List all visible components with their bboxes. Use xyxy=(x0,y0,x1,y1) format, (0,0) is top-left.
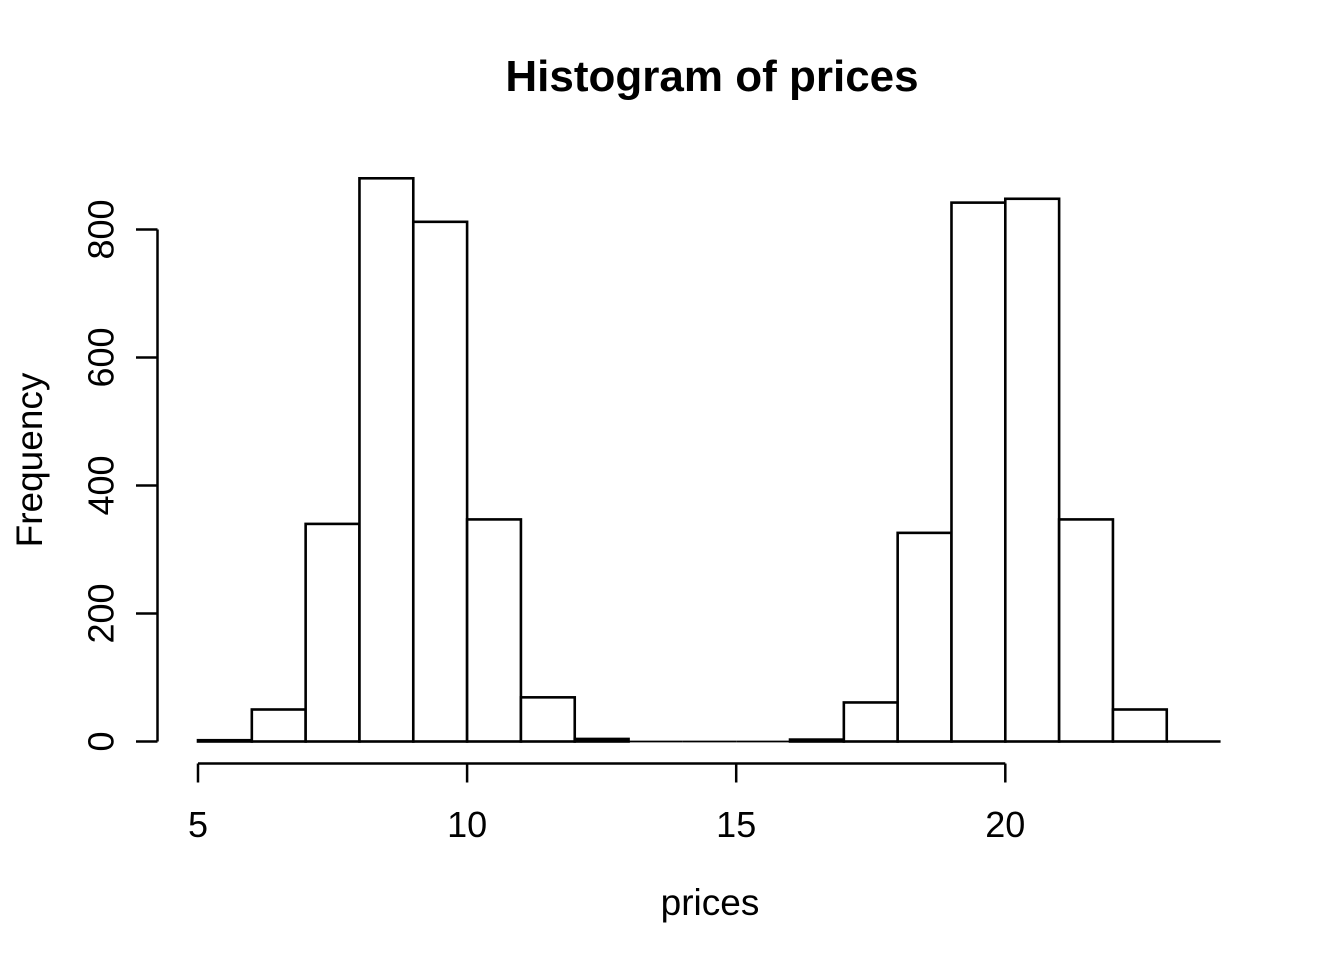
y-tick-label: 400 xyxy=(81,455,122,515)
histogram-bar xyxy=(358,177,415,743)
histogram-bar xyxy=(519,696,577,743)
histogram-bar xyxy=(411,220,469,743)
y-tick-label: 800 xyxy=(81,199,122,259)
histogram-bar xyxy=(1003,197,1061,743)
histogram-bar xyxy=(304,522,361,743)
histogram-bar xyxy=(788,738,846,743)
x-tick-label: 15 xyxy=(716,804,756,845)
y-tick-label: 0 xyxy=(81,731,122,751)
x-tick-label: 5 xyxy=(188,804,208,845)
histogram-bar xyxy=(896,531,953,743)
histogram-bar xyxy=(950,201,1007,743)
histogram-bar xyxy=(573,737,630,743)
histogram-bar xyxy=(196,738,254,743)
y-tick-label: 600 xyxy=(81,327,122,387)
x-tick-label: 10 xyxy=(447,804,487,845)
y-tick-label: 200 xyxy=(81,583,122,643)
histogram-bar xyxy=(250,708,307,743)
histogram-bar xyxy=(1057,518,1115,743)
histogram-bar xyxy=(465,518,523,743)
histogram-bar xyxy=(1111,708,1169,743)
x-tick-label: 20 xyxy=(985,804,1025,845)
x-axis-label: prices xyxy=(660,882,760,923)
chart-title: Histogram of prices xyxy=(505,52,919,101)
histogram-bar xyxy=(842,701,899,743)
